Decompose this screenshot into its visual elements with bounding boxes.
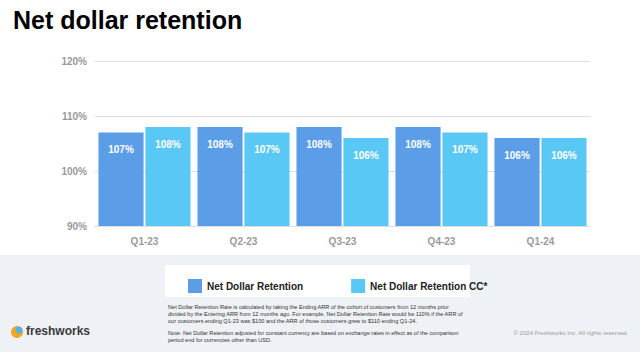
svg-text:107%: 107% [452,144,478,155]
svg-text:Q1-23: Q1-23 [131,236,159,247]
svg-text:107%: 107% [254,144,280,155]
svg-text:108%: 108% [207,139,233,150]
svg-text:107%: 107% [108,144,134,155]
svg-text:period end for currencies othe: period end for currencies other than USD… [168,337,272,343]
svg-text:108%: 108% [306,139,332,150]
svg-text:freshworks: freshworks [26,324,90,338]
svg-text:90%: 90% [67,221,87,232]
svg-text:Note: Net Dollar Retention adj: Note: Net Dollar Retention adjusted for … [168,330,460,336]
svg-text:106%: 106% [353,150,379,161]
svg-text:Net dollar retention: Net dollar retention [13,6,242,34]
svg-text:106%: 106% [551,150,577,161]
svg-text:Q4-23: Q4-23 [428,236,456,247]
svg-text:108%: 108% [405,139,431,150]
svg-text:Net Dollar Retention Rate is c: Net Dollar Retention Rate is calculated … [168,304,450,310]
svg-text:© 2024 Freshworks Inc. All rig: © 2024 Freshworks Inc. All rights reserv… [514,330,629,336]
svg-text:Net Dollar Retention CC*: Net Dollar Retention CC* [370,281,487,292]
svg-text:Q1-24: Q1-24 [527,236,555,247]
svg-text:106%: 106% [504,150,530,161]
svg-text:100%: 100% [61,166,87,177]
svg-text:Net Dollar Retention: Net Dollar Retention [207,281,303,292]
svg-text:108%: 108% [155,139,181,150]
svg-text:Q2-23: Q2-23 [230,236,258,247]
svg-text:divided by the Entering ARR fr: divided by the Entering ARR from 12 mont… [168,311,464,317]
svg-text:our customers ending Q1-23 was: our customers ending Q1-23 was $100 and … [168,318,417,324]
svg-text:Q3-23: Q3-23 [329,236,357,247]
svg-text:110%: 110% [62,111,87,122]
svg-text:120%: 120% [61,56,87,67]
